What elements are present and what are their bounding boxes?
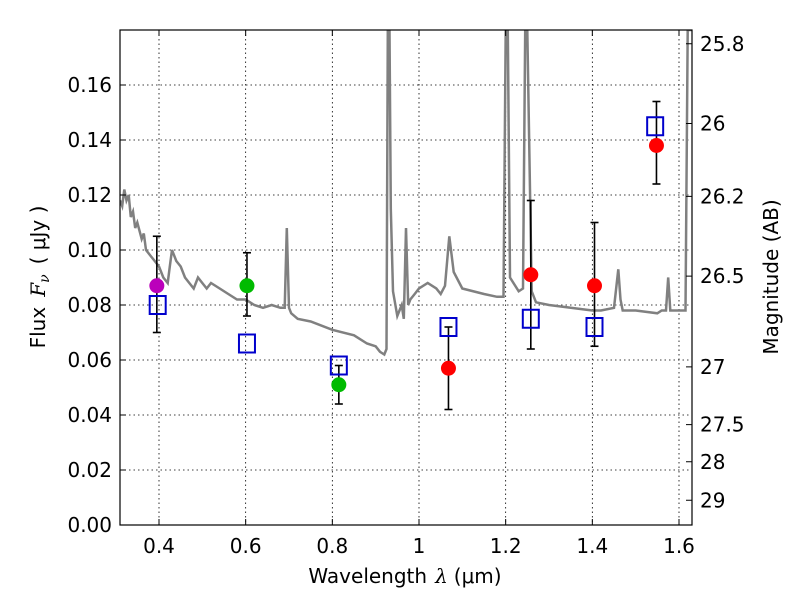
- y2-tick-label: 27: [700, 355, 725, 379]
- model-square-marker: [647, 117, 663, 135]
- observed-circle-marker: [649, 138, 664, 153]
- y-axis-label: FluxFν( μJy ): [26, 206, 53, 349]
- y-tick-label: 0.00: [67, 513, 112, 537]
- observed-circle-marker: [331, 377, 346, 392]
- x-tick-label: 0.4: [143, 534, 175, 558]
- x-tick-label: 1.4: [576, 534, 608, 558]
- x-tick-label: 1.2: [490, 534, 522, 558]
- model-square-marker: [239, 335, 255, 353]
- y2-tick-label: 26.2: [700, 184, 745, 208]
- y2-tick-label: 26.5: [700, 264, 745, 288]
- y-tick-label: 0.08: [67, 293, 112, 317]
- y-tick-label: 0.02: [67, 458, 112, 482]
- spectrum-line: [120, 30, 692, 355]
- axis-ticks: 0.4 0.6 0.8 1 1.2 1.4 1.6 0.00 0.02 0.04 0.06 0.08 0…: [67, 30, 744, 558]
- y-tick-label: 0.12: [67, 183, 112, 207]
- y-tick-label: 0.16: [67, 73, 112, 97]
- spectrum-series: [120, 30, 692, 355]
- y-tick-label: 0.14: [67, 128, 112, 152]
- y-tick-label: 0.10: [67, 238, 112, 262]
- x-tick-label: 0.6: [230, 534, 262, 558]
- y2-tick-label: 27.5: [700, 413, 745, 437]
- x-tick-label: 1.6: [663, 534, 695, 558]
- y2-tick-label: 25.8: [700, 32, 745, 56]
- x-tick-label: 0.8: [316, 534, 348, 558]
- observed-circle-marker: [523, 267, 538, 282]
- sed-chart: 0.4 0.6 0.8 1 1.2 1.4 1.6 0.00 0.02 0.04 0.06 0.08 0…: [0, 0, 800, 600]
- x-axis-label: Wavelength λ (μm): [308, 564, 501, 588]
- observed-circle-marker: [587, 278, 602, 293]
- observed-circle-marker: [239, 278, 254, 293]
- y2-axis-label: Magnitude (AB): [759, 199, 783, 354]
- y2-tick-label: 28: [700, 450, 725, 474]
- y2-tick-label: 26: [700, 112, 725, 136]
- y-tick-label: 0.06: [67, 348, 112, 372]
- y2-tick-label: 29: [700, 488, 725, 512]
- observed-circle-marker: [441, 361, 456, 376]
- observed-circle-marker: [149, 278, 164, 293]
- x-tick-label: 1: [413, 534, 426, 558]
- y-tick-label: 0.04: [67, 403, 112, 427]
